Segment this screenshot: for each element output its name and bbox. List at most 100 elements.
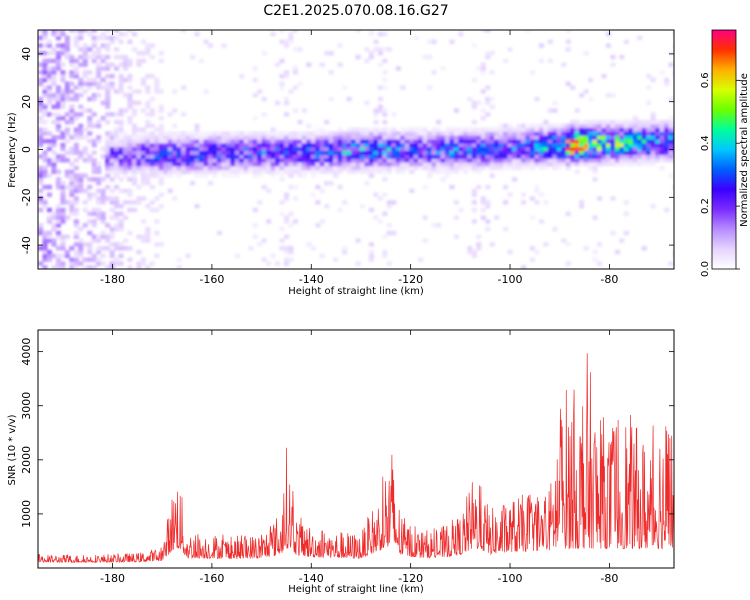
- heatmap-cell: [418, 139, 424, 144]
- heatmap-cell: [310, 161, 316, 167]
- heatmap-cell: [655, 123, 661, 129]
- heatmap-cell: [328, 96, 334, 102]
- heatmap-cell: [377, 104, 383, 109]
- snr-x-ticks: -180 -160 -140 -120 -100 -80: [100, 330, 618, 585]
- heatmap-cell: [172, 165, 178, 171]
- heatmap-cell: [163, 139, 169, 144]
- heatmap-cell: [46, 192, 52, 197]
- heatmap-cell: [51, 112, 57, 117]
- heatmap-cell: [561, 142, 567, 148]
- heatmap-cell: [507, 192, 513, 197]
- heatmap-cell: [154, 173, 160, 178]
- heatmap-cell: [373, 139, 379, 144]
- heatmap-cell: [579, 142, 585, 148]
- heatmap-cell: [377, 169, 383, 174]
- heatmap-cell: [64, 249, 70, 255]
- heatmap-cell: [118, 246, 124, 251]
- heatmap-cell: [284, 261, 290, 266]
- heatmap-cell: [136, 150, 142, 155]
- heatmap-cell: [574, 139, 580, 144]
- heatmap-cell: [431, 150, 437, 155]
- heatmap-cell: [131, 127, 137, 132]
- heatmap-cell: [69, 54, 75, 60]
- heatmap-cell: [149, 169, 155, 174]
- heatmap-cell: [194, 165, 200, 171]
- heatmap-cell: [529, 131, 535, 136]
- heatmap-cell: [172, 89, 178, 94]
- heatmap-cell: [154, 150, 160, 155]
- spectrogram-x-tick-label: -160: [199, 273, 224, 286]
- heatmap-cell: [368, 161, 374, 167]
- heatmap-cell: [216, 158, 222, 163]
- heatmap-cell: [73, 196, 79, 201]
- heatmap-cell: [261, 154, 267, 159]
- heatmap-cell: [297, 158, 303, 163]
- heatmap-cell: [46, 215, 52, 220]
- heatmap-cell: [592, 158, 598, 163]
- heatmap-cell: [114, 35, 120, 41]
- heatmap-cell: [386, 142, 392, 148]
- heatmap-cell: [51, 223, 57, 228]
- heatmap-cell: [145, 89, 151, 94]
- heatmap-cell: [69, 150, 75, 155]
- heatmap-cell: [292, 139, 298, 144]
- heatmap-cell: [181, 146, 187, 151]
- heatmap-cell: [288, 223, 294, 228]
- heatmap-cell: [279, 135, 285, 140]
- heatmap-cell: [449, 146, 455, 151]
- heatmap-cell: [489, 146, 495, 151]
- heatmap-cell: [127, 265, 133, 269]
- heatmap-cell: [328, 142, 334, 148]
- heatmap-cell: [91, 142, 97, 148]
- heatmap-cell: [328, 150, 334, 155]
- heatmap-cell: [597, 127, 603, 132]
- heatmap-cell: [395, 135, 401, 140]
- heatmap-cell: [91, 223, 97, 228]
- heatmap-cell: [279, 150, 285, 155]
- heatmap-cell: [145, 51, 151, 56]
- heatmap-cell: [529, 257, 535, 262]
- heatmap-cell: [131, 139, 137, 144]
- heatmap-cell: [145, 104, 151, 109]
- heatmap-cell: [123, 31, 129, 37]
- heatmap-cell: [597, 123, 603, 129]
- heatmap-cell: [292, 66, 298, 71]
- heatmap-cell: [543, 161, 549, 167]
- heatmap-cell: [257, 89, 263, 94]
- heatmap-cell: [154, 81, 160, 86]
- heatmap-cell: [377, 154, 383, 159]
- heatmap-cell: [105, 119, 111, 125]
- heatmap-cell: [534, 96, 540, 102]
- heatmap-cell: [632, 119, 638, 125]
- heatmap-cell: [51, 31, 57, 37]
- heatmap-cell: [319, 135, 325, 140]
- heatmap-cell: [42, 200, 48, 205]
- heatmap-cell: [118, 242, 124, 247]
- heatmap-cell: [301, 142, 307, 148]
- heatmap-cell: [234, 158, 240, 163]
- heatmap-cell: [485, 142, 491, 148]
- heatmap-cell: [641, 127, 647, 132]
- heatmap-cell: [646, 100, 652, 106]
- heatmap-cell: [145, 146, 151, 151]
- heatmap-cell: [436, 135, 442, 140]
- heatmap-cell: [467, 131, 473, 136]
- heatmap-cell: [203, 39, 209, 44]
- heatmap-cell: [118, 108, 124, 113]
- heatmap-cell: [60, 207, 66, 213]
- heatmap-cell: [176, 142, 182, 148]
- heatmap-cell: [42, 93, 48, 98]
- heatmap-cell: [342, 161, 348, 167]
- heatmap-cell: [404, 150, 410, 155]
- heatmap-cell: [664, 150, 670, 155]
- heatmap-cell: [46, 139, 52, 144]
- heatmap-cell: [38, 181, 44, 186]
- heatmap-cell: [605, 146, 611, 151]
- heatmap-cell: [51, 215, 57, 220]
- heatmap-cell: [158, 192, 164, 197]
- heatmap-cell: [418, 165, 424, 171]
- heatmap-cell: [588, 139, 594, 144]
- heatmap-cell: [266, 169, 272, 174]
- heatmap-cell: [64, 47, 70, 52]
- heatmap-cell: [538, 150, 544, 155]
